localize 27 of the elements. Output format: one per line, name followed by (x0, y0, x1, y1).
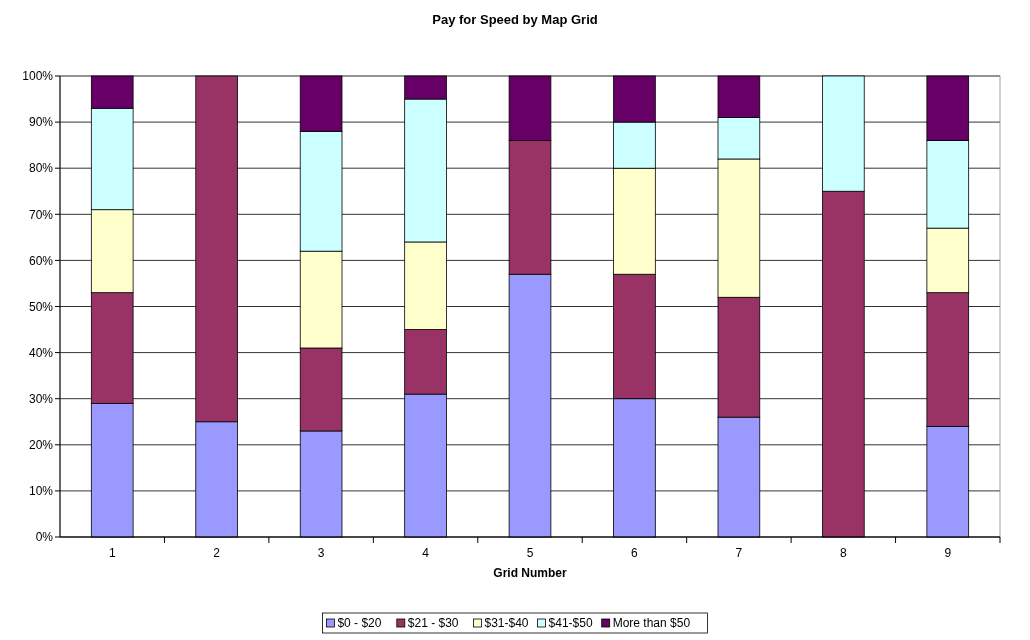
x-axis-title: Grid Number (493, 566, 567, 580)
legend-label: $21 - $30 (407, 616, 459, 630)
chart-title: Pay for Speed by Map Grid (432, 12, 598, 27)
x-tick-label: 6 (631, 546, 639, 560)
legend-label: More than $50 (612, 616, 691, 630)
y-tick-label: 100% (22, 69, 54, 84)
y-tick-label: 80% (28, 161, 54, 176)
legend-label: $0 - $20 (337, 616, 382, 630)
x-tick-label: 1 (108, 546, 116, 560)
y-tick-label: 10% (28, 484, 54, 499)
x-tick-label: 5 (526, 546, 534, 560)
x-tick-label: 2 (213, 546, 221, 560)
y-tick-label: 50% (28, 299, 54, 314)
legend-label: $31-$40 (484, 616, 529, 630)
y-tick-label: 70% (28, 207, 54, 222)
x-tick-label: 3 (317, 546, 325, 560)
legend-label: $41-$50 (548, 616, 593, 630)
y-tick-label: 90% (28, 115, 54, 130)
y-tick-label: 60% (28, 253, 54, 268)
x-tick-label: 8 (839, 546, 847, 560)
y-tick-label: 20% (28, 438, 54, 452)
x-tick-label: 4 (422, 546, 430, 560)
y-tick-label: 30% (28, 391, 54, 406)
y-tick-label: 40% (28, 345, 54, 360)
x-tick-label: 9 (944, 546, 952, 560)
x-tick-label: 7 (735, 546, 743, 560)
y-tick-label: 0% (35, 530, 54, 545)
